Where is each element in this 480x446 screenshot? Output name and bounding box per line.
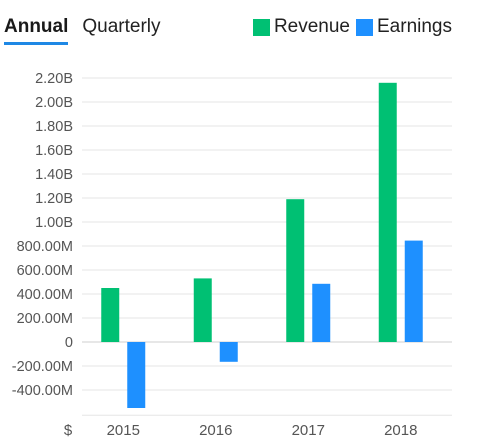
legend-item-revenue[interactable]: Revenue (252, 16, 350, 38)
chart-legend: Revenue Earnings (252, 16, 452, 38)
y-tick-label: 200.00M (17, 311, 73, 327)
y-tick-label: 800.00M (17, 239, 73, 255)
x-tick-label: 2017 (292, 422, 325, 439)
tab-quarterly[interactable]: Quarterly (82, 16, 161, 37)
y-tick-label: -200.00M (12, 359, 73, 375)
x-tick-label: 2015 (107, 422, 140, 439)
bar-earnings-2017[interactable] (312, 283, 331, 342)
period-tabs: Annual Quarterly (4, 16, 161, 45)
y-tick-label: 2.20B (35, 71, 73, 87)
y-tick-label: 400.00M (17, 287, 73, 303)
x-axis-ticks: 2015 2016 2017 2018 (107, 422, 418, 439)
tab-annual[interactable]: Annual (4, 16, 69, 45)
y-tick-label: 1.00B (35, 215, 73, 231)
y-tick-label: 2.00B (35, 95, 73, 111)
legend-label-earnings: Earnings (377, 16, 452, 37)
bar-revenue-2018[interactable] (378, 82, 397, 343)
x-tick-label: 2018 (384, 422, 417, 439)
bars (101, 82, 423, 408)
legend-item-earnings[interactable]: Earnings (356, 16, 452, 38)
y-tick-label: -400.00M (12, 383, 73, 399)
bar-revenue-2017[interactable] (286, 199, 305, 342)
y-tick-label: 1.60B (35, 143, 73, 159)
y-tick-label: 1.20B (35, 191, 73, 207)
y-tick-label: 1.80B (35, 119, 73, 135)
gridlines (82, 77, 452, 416)
bar-earnings-2018[interactable] (404, 240, 423, 342)
currency-label: $ (64, 422, 73, 439)
bar-earnings-2015[interactable] (127, 342, 146, 408)
bar-earnings-2016[interactable] (219, 342, 238, 362)
y-tick-label: 1.40B (35, 167, 73, 183)
y-axis-ticks: 2.20B 2.00B 1.80B 1.60B 1.40B 1.20B 1.00B 800.0… (12, 71, 73, 399)
y-tick-label: 600.00M (17, 263, 73, 279)
y-tick-label: 0 (65, 335, 73, 351)
bar-revenue-2015[interactable] (101, 288, 120, 342)
earnings-swatch (356, 18, 373, 36)
legend-label-revenue: Revenue (273, 16, 350, 37)
revenue-swatch (252, 18, 270, 36)
x-tick-label: 2016 (199, 422, 232, 439)
bar-revenue-2016[interactable] (193, 278, 212, 342)
